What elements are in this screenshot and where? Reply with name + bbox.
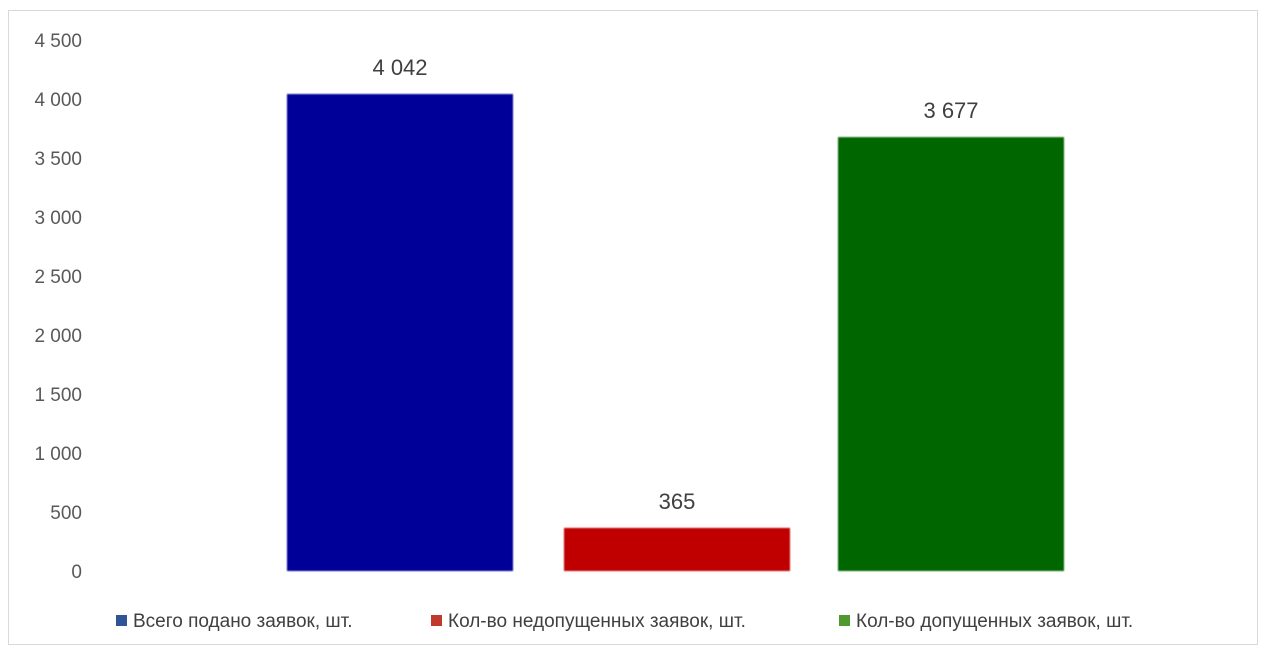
bar-series-3 bbox=[838, 137, 1064, 571]
y-tick-label: 0 bbox=[71, 562, 82, 583]
legend-item-2: Кол-во недопущенных заявок, шт. bbox=[431, 611, 746, 632]
bar-series-2 bbox=[564, 528, 790, 571]
legend: Всего подано заявок, шт. Кол-во недопущен… bbox=[116, 611, 1133, 632]
legend-item-3: Кол-во допущенных заявок, шт. bbox=[839, 611, 1133, 632]
legend-label: Кол-во допущенных заявок, шт. bbox=[856, 611, 1133, 632]
legend-item-1: Всего подано заявок, шт. bbox=[116, 611, 353, 632]
legend-swatch bbox=[116, 615, 127, 626]
y-tick-label: 1 000 bbox=[34, 444, 82, 465]
data-label-series-1: 4 042 bbox=[372, 55, 427, 80]
y-tick-label: 4 500 bbox=[34, 31, 82, 52]
y-tick-label: 2 000 bbox=[34, 326, 82, 347]
legend-swatch bbox=[839, 615, 850, 626]
y-tick-label: 1 500 bbox=[34, 385, 82, 406]
y-axis: 0 500 1 000 1 500 2 000 2 500 3 000 3 500 4 000 4… bbox=[34, 31, 82, 583]
bar-series-1 bbox=[287, 94, 513, 571]
y-tick-label: 500 bbox=[50, 503, 82, 524]
legend-swatch bbox=[431, 615, 442, 626]
legend-label: Кол-во недопущенных заявок, шт. bbox=[448, 611, 746, 632]
data-label-series-3: 3 677 bbox=[923, 98, 978, 123]
data-label-series-2: 365 bbox=[659, 489, 696, 514]
y-tick-label: 2 500 bbox=[34, 267, 82, 288]
y-tick-label: 3 000 bbox=[34, 208, 82, 229]
legend-label: Всего подано заявок, шт. bbox=[133, 611, 353, 632]
y-tick-label: 4 000 bbox=[34, 90, 82, 111]
y-tick-label: 3 500 bbox=[34, 149, 82, 170]
